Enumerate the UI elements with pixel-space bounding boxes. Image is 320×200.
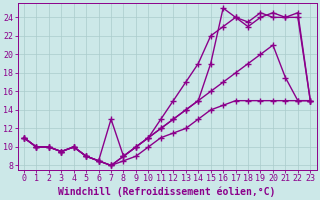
X-axis label: Windchill (Refroidissement éolien,°C): Windchill (Refroidissement éolien,°C) bbox=[58, 186, 276, 197]
